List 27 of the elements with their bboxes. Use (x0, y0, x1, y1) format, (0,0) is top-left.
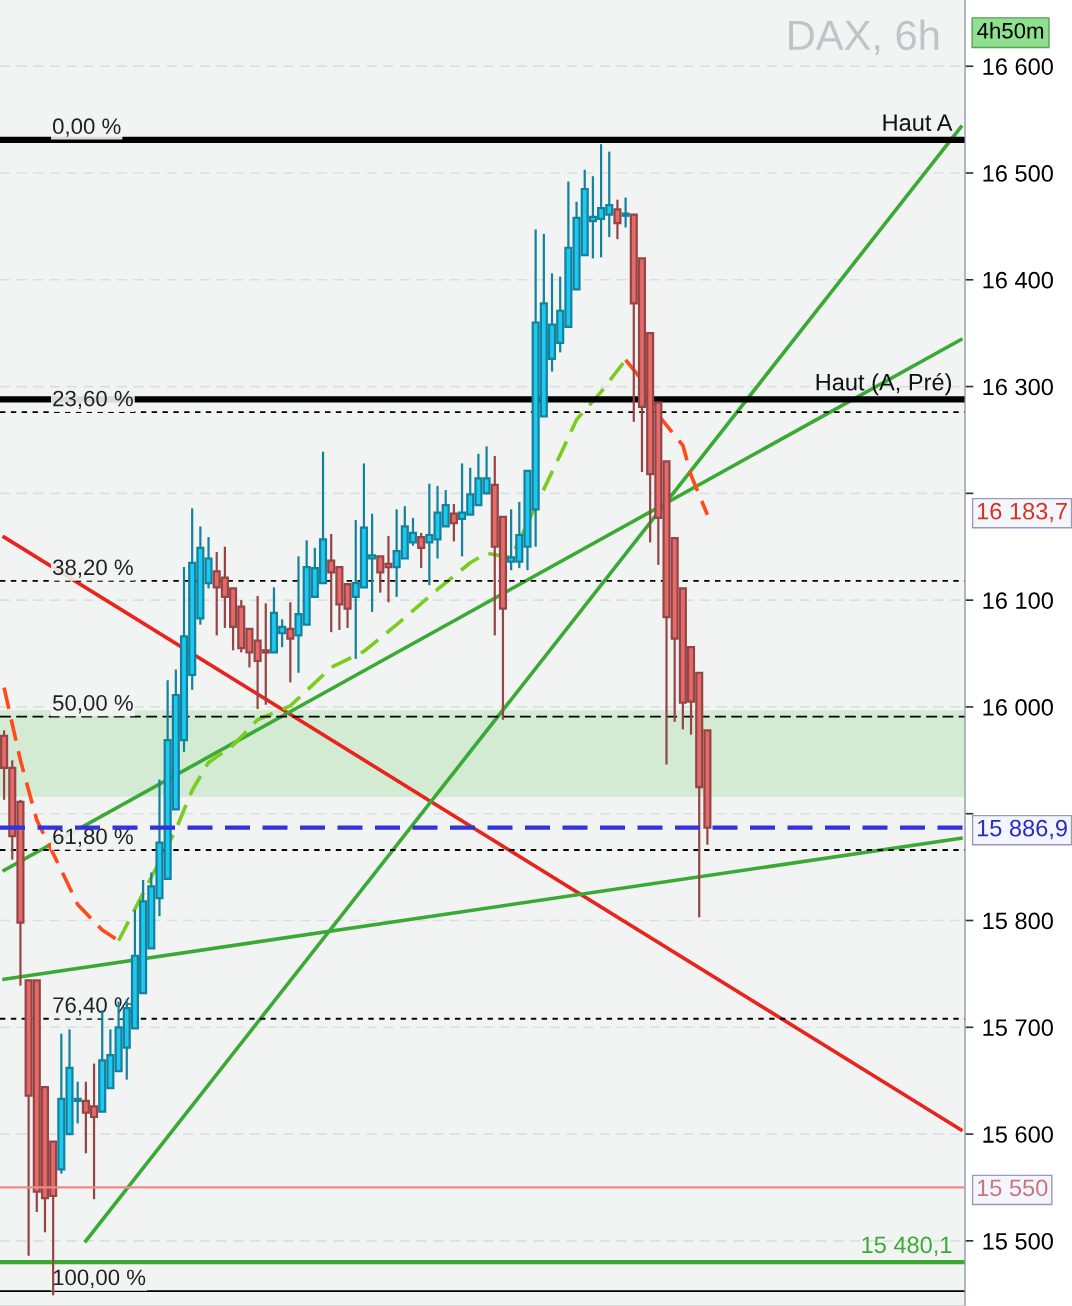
candlestick (613, 198, 622, 241)
ref-line-label: Haut A (883, 114, 953, 132)
y-tick-label: 15 600 (983, 1126, 1053, 1143)
y-tick-label: 15 700 (983, 1019, 1053, 1037)
annotation: 100,00 % (53, 1269, 146, 1288)
y-tick-label: 15 800 (983, 912, 1053, 930)
annotation: 38,20 % (52, 559, 133, 578)
y2-tick-label: 15 886,9 (977, 819, 1067, 840)
y-tick-label: 16 600 (983, 58, 1053, 75)
y2-tick-label: 15 550 (977, 1179, 1048, 1197)
candlestick (621, 196, 630, 229)
candlestick (449, 502, 458, 543)
annotation: 23,60 % (53, 390, 133, 410)
annotation: 0,00 % (52, 118, 121, 137)
annotation: 50,00 % (53, 695, 133, 714)
y-tick-label: 15 500 (983, 1232, 1053, 1250)
y-tick-label: 16 400 (983, 271, 1053, 289)
y-tick-label: 16 300 (983, 378, 1053, 396)
text: 4h50m (977, 22, 1044, 39)
candlestick (286, 601, 295, 684)
ref-line-label: 15 480,1 (862, 1236, 952, 1257)
y2-tick-label: 16 183,7 (977, 502, 1067, 523)
y-tick-label: 16 100 (983, 592, 1053, 609)
annotation: 61,80 % (53, 828, 133, 847)
candlestick (417, 531, 426, 570)
y-tick-label: 16 000 (983, 699, 1053, 716)
y-tick-label: 16 500 (983, 165, 1053, 182)
